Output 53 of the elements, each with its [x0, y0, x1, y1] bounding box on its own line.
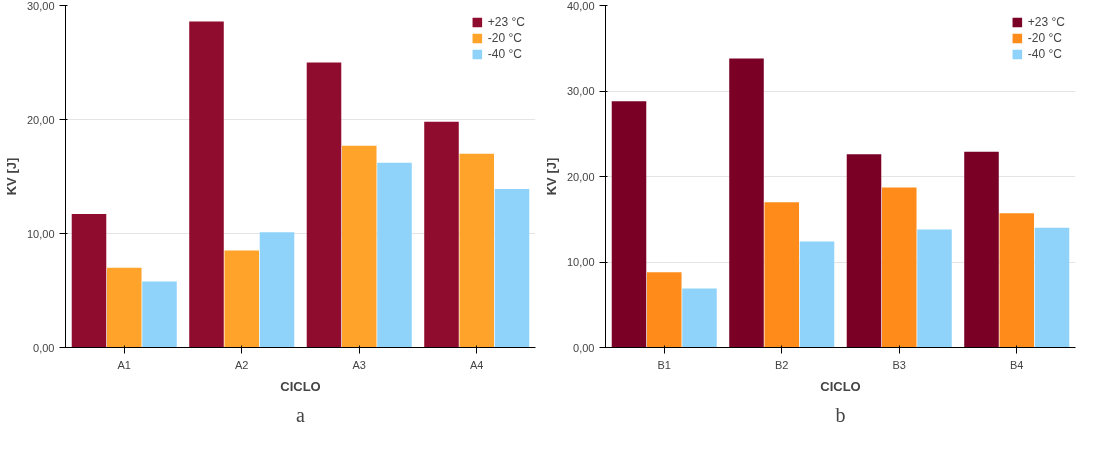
bar — [846, 154, 882, 348]
bar — [764, 202, 800, 348]
y-tick-label: 0,00 — [33, 341, 55, 354]
legend-label: +23 °C — [1027, 15, 1065, 29]
x-tick-label: A1 — [117, 358, 131, 371]
bar — [729, 58, 764, 348]
y-tick-label: 20,00 — [26, 113, 55, 126]
bar — [259, 232, 295, 348]
y-tick-label: 20,00 — [566, 170, 595, 183]
x-tick-label: B4 — [1010, 358, 1024, 371]
bar — [611, 101, 647, 348]
x-tick-label: B1 — [657, 358, 671, 371]
bar — [999, 213, 1035, 348]
bar — [377, 162, 412, 348]
y-axis-title: KV [J] — [3, 157, 19, 196]
legend-label: +23 °C — [487, 15, 525, 29]
bar — [424, 121, 459, 348]
x-tick-label: A3 — [352, 358, 366, 371]
bar — [964, 151, 999, 348]
y-tick-label: 30,00 — [566, 85, 595, 97]
y-tick-label: 40,00 — [566, 0, 595, 12]
bar — [881, 187, 917, 348]
bar — [106, 267, 142, 348]
legend-label: -20 °C — [487, 31, 522, 45]
legend-label: -40 °C — [1027, 47, 1062, 61]
bar — [189, 21, 224, 348]
y-tick-label: 10,00 — [26, 227, 55, 240]
bar — [494, 189, 530, 348]
bar — [1034, 227, 1070, 348]
x-tick-label: B2 — [775, 358, 789, 371]
x-axis-title: CICLO — [820, 378, 861, 394]
bar — [646, 272, 682, 348]
text: a — [296, 403, 306, 426]
y-axis-title: KV [J] — [543, 157, 559, 196]
legend-label: -40 °C — [487, 47, 522, 61]
bar — [799, 241, 835, 348]
bar — [459, 153, 495, 348]
text: b — [835, 403, 846, 426]
x-tick-label: A4 — [470, 358, 484, 371]
bar — [142, 281, 177, 348]
y-tick-label: 30,00 — [26, 0, 55, 12]
bar — [71, 214, 107, 348]
bar — [682, 288, 717, 348]
bar — [306, 62, 342, 348]
legend-label: -20 °C — [1027, 31, 1062, 45]
bar — [341, 145, 377, 348]
y-tick-label: 10,00 — [566, 256, 595, 268]
x-tick-label: B3 — [892, 358, 906, 371]
bar — [917, 229, 952, 348]
y-tick-label: 0,00 — [573, 341, 595, 354]
bar — [224, 250, 260, 348]
x-tick-label: A2 — [235, 358, 249, 371]
x-axis-title: CICLO — [280, 378, 321, 394]
